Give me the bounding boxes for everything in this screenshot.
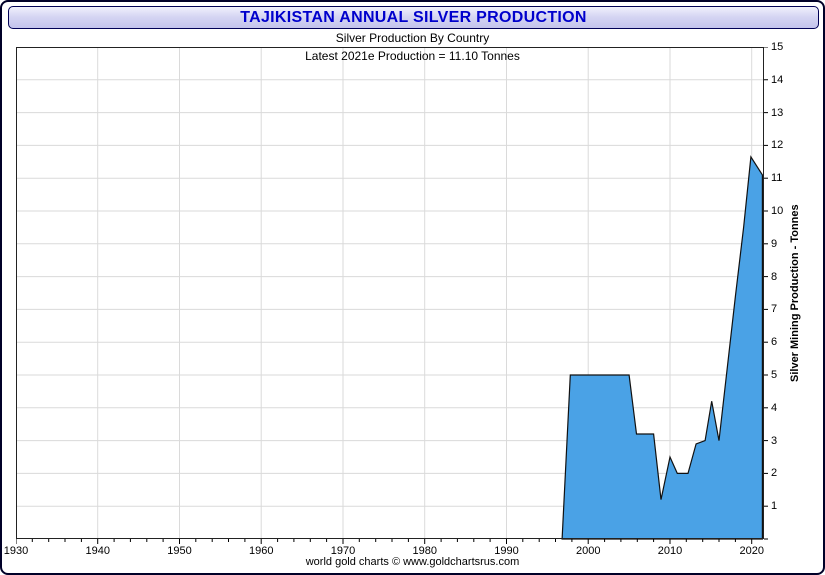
x-tick-label: 2020 <box>739 545 764 557</box>
chart-subtitle: Silver Production By Country <box>335 31 490 45</box>
latest-production-annotation: Latest 2021e Production = 11.10 Tonnes <box>305 49 520 63</box>
x-tick-label: 1960 <box>248 545 274 557</box>
y-tick-label: 15 <box>771 41 784 53</box>
x-tick-label: 2010 <box>657 545 683 557</box>
y-tick-label: 12 <box>771 139 784 152</box>
y-tick-label: 1 <box>771 500 778 513</box>
x-tick-label: 1930 <box>3 545 29 557</box>
y-tick-label: 2 <box>771 467 778 480</box>
y-tick-label: 6 <box>771 336 778 349</box>
plot-area <box>16 47 768 544</box>
y-axis-title: Silver Mining Production - Tonnes <box>789 204 801 382</box>
y-tick-label: 3 <box>771 434 778 447</box>
y-tick-label: 10 <box>771 205 784 217</box>
y-tick-label: 9 <box>771 237 778 250</box>
x-tick-label: 1940 <box>85 545 110 557</box>
footer-credit: world gold charts © www.goldchartsrus.co… <box>305 556 520 568</box>
x-tick-label: 1990 <box>494 545 519 557</box>
chart-title: TAJIKISTAN ANNUAL SILVER PRODUCTION <box>240 8 587 26</box>
chart-title-bar: TAJIKISTAN ANNUAL SILVER PRODUCTION <box>8 6 819 29</box>
x-tick-label: 1980 <box>412 545 437 557</box>
y-tick-label: 11 <box>771 172 783 185</box>
y-tick-label: 8 <box>771 270 778 283</box>
y-tick-label: 13 <box>771 106 784 119</box>
y-tick-label: 5 <box>771 369 778 381</box>
x-tick-label: 2000 <box>575 545 601 557</box>
x-tick-label: 1970 <box>330 545 356 557</box>
x-tick-label: 1950 <box>167 545 192 557</box>
y-tick-label: 14 <box>771 73 784 86</box>
y-tick-label: 4 <box>771 401 778 414</box>
y-tick-label: 7 <box>771 303 778 316</box>
